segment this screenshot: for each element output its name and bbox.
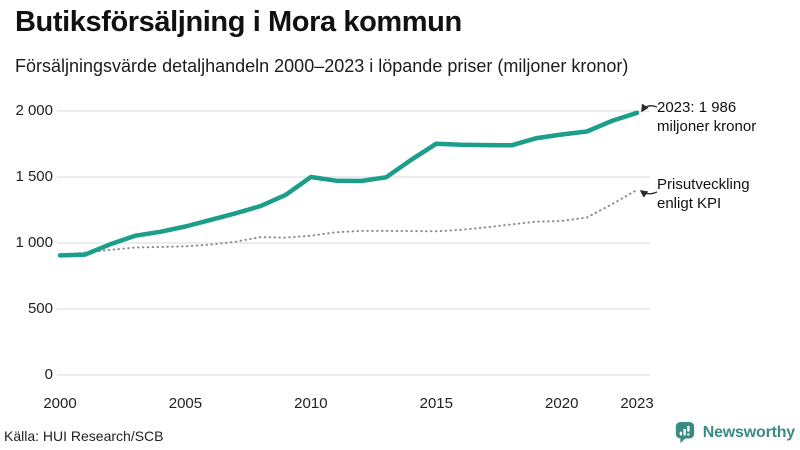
annotation-arrow-latest: [641, 103, 658, 113]
annotation-arrow-kpi: [639, 190, 658, 198]
chart-subtitle: Försäljningsvärde detaljhandeln 2000–202…: [15, 56, 629, 76]
x-axis-tick-label: 2010: [294, 395, 328, 412]
annotation-kpi-line2: enligt KPI: [657, 195, 722, 212]
chart-title: Butiksförsäljning i Mora kommun: [15, 6, 462, 38]
sales-line: [57, 110, 640, 258]
x-axis-tick-label: 2000: [43, 395, 77, 412]
annotation-kpi-line1: Prisutveckling: [657, 176, 750, 193]
kpi-dotted-line: [59, 188, 638, 257]
source-note: Källa: HUI Research/SCB: [4, 428, 164, 444]
annotation-latest-value: 2023: 1 986 miljoner kronor: [657, 98, 756, 136]
y-axis-tick-label: 0: [44, 366, 53, 383]
x-axis-tick-label: 2020: [545, 395, 579, 412]
gridlines: [57, 110, 650, 376]
newsworthy-wordmark: Newsworthy: [702, 424, 795, 441]
annotation-latest-line1: 2023: 1 986: [657, 99, 737, 116]
newsworthy-logo: Newsworthy: [674, 421, 795, 445]
x-axis-tick-label: 2005: [168, 395, 203, 412]
x-axis-tick-label: 2015: [419, 395, 453, 412]
y-axis-tick-label: 1 000: [15, 234, 53, 251]
newsworthy-icon: [675, 422, 694, 444]
data-series: [57, 110, 640, 258]
y-axis-tick-label: 2 000: [15, 102, 53, 119]
y-axis-tick-label: 1 500: [15, 168, 53, 185]
annotation-kpi-label: Prisutveckling enligt KPI: [657, 175, 750, 213]
x-axis-tick-label: 2023: [620, 395, 654, 412]
y-axis-tick-label: 500: [27, 300, 53, 317]
annotation-latest-line2: miljoner kronor: [657, 118, 757, 135]
